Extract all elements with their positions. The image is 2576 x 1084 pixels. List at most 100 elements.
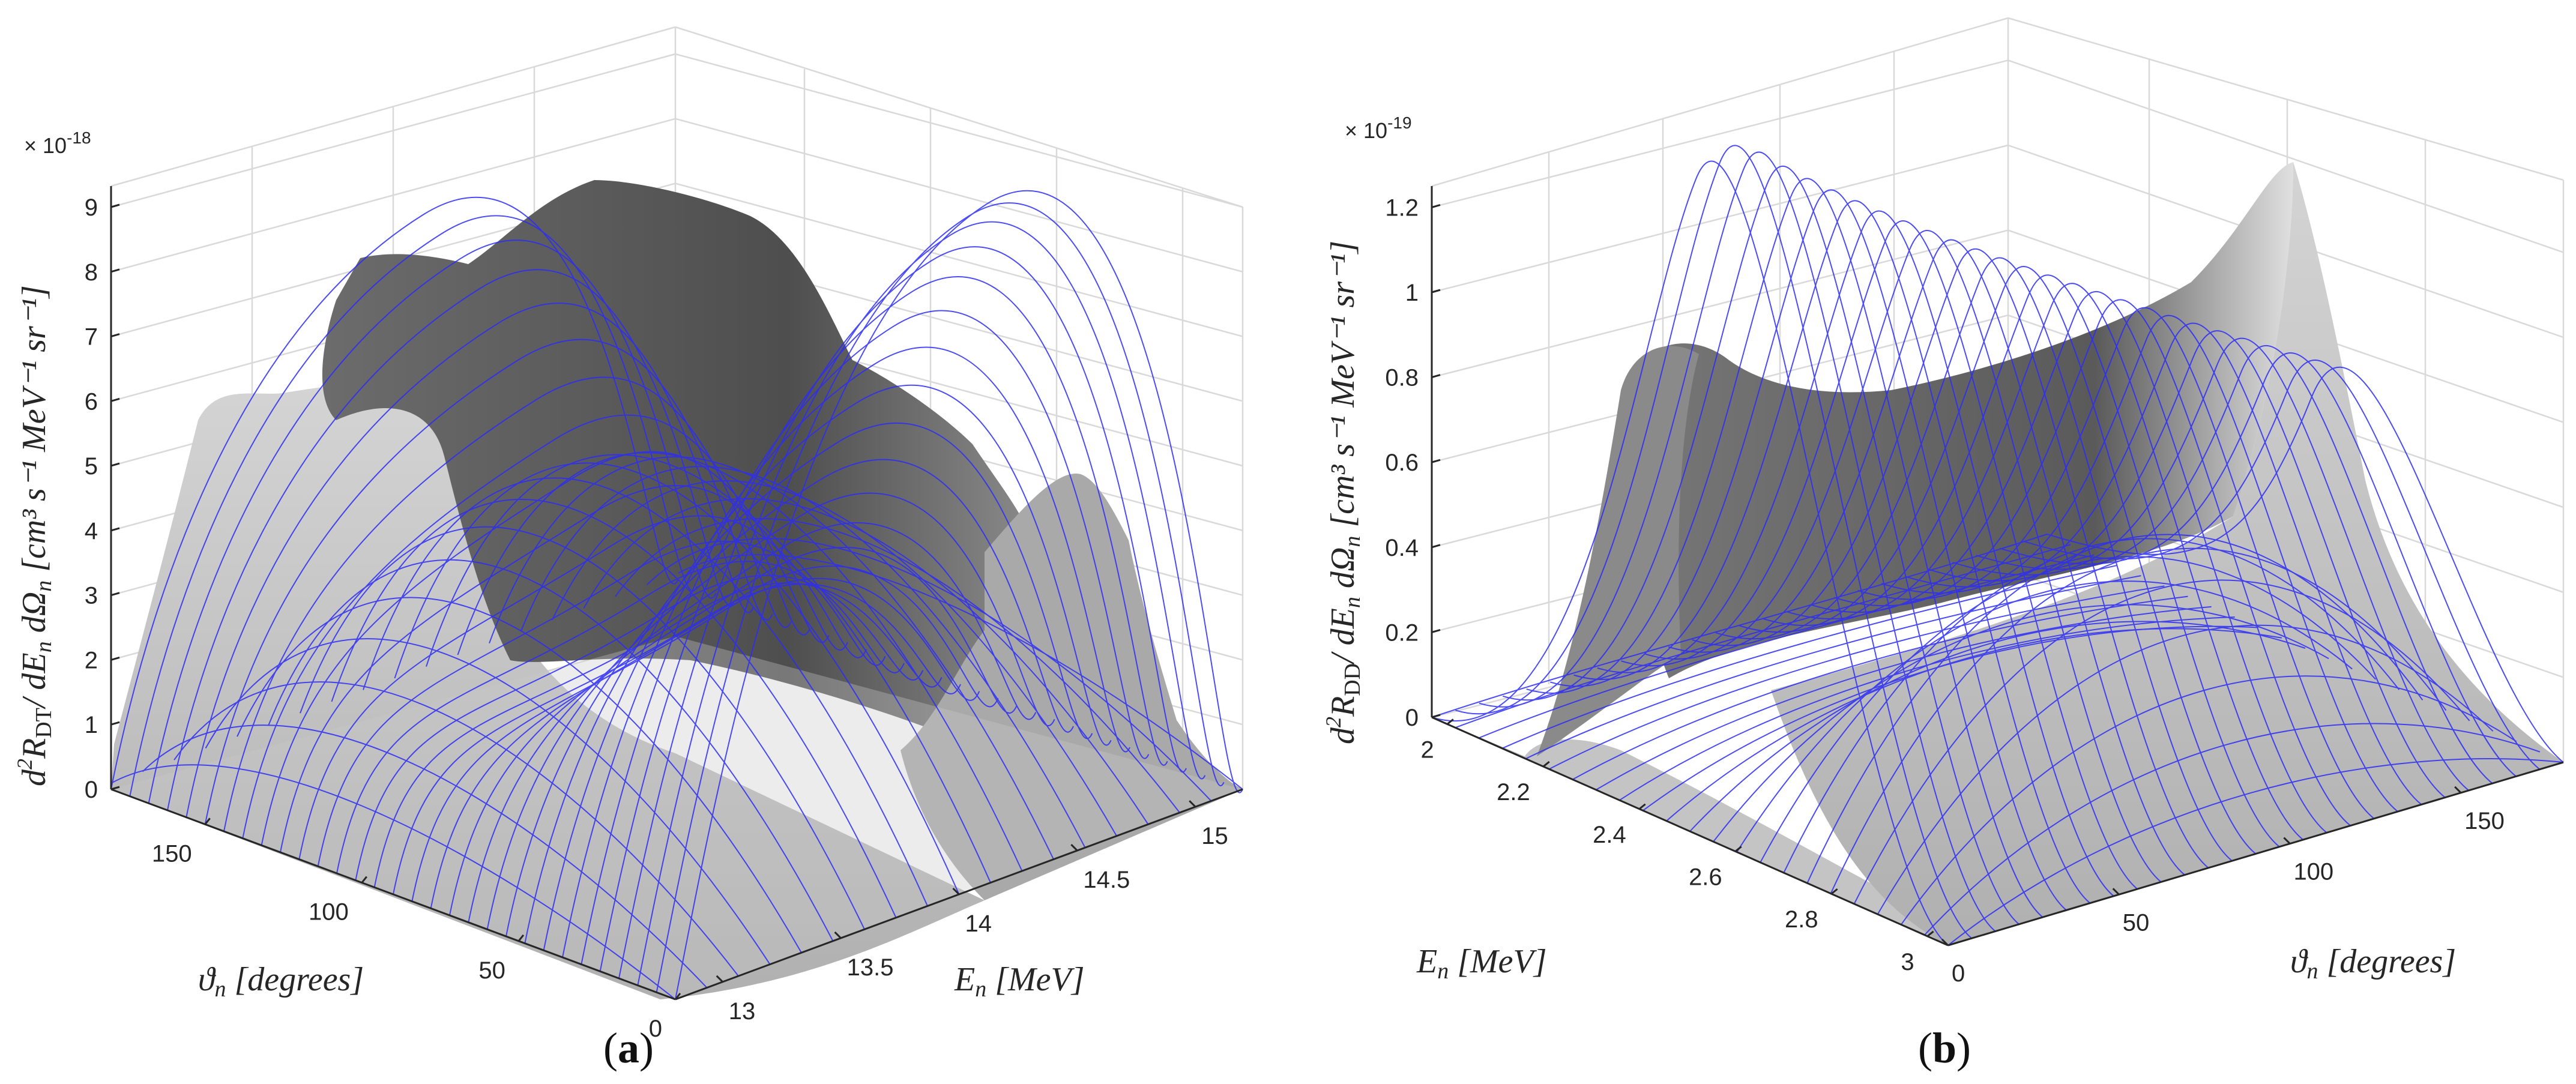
panel-b-theta-tick-mark bbox=[2112, 888, 2120, 896]
panel-a-z-tick-label: 4 bbox=[85, 518, 98, 544]
panel-a-mesh-line bbox=[520, 466, 1086, 848]
panel-a-mesh-line bbox=[394, 462, 960, 895]
panel-a-energy-label: En [MeV] bbox=[954, 961, 1085, 1002]
panel-b-mesh-line bbox=[1857, 307, 2375, 819]
panel-b-z-tick-mark bbox=[1431, 289, 1441, 294]
panel-b-mesh-line bbox=[1431, 534, 2048, 718]
panel-a-z-tick-mark bbox=[110, 333, 120, 337]
panel-a-theta-tick-mark bbox=[674, 993, 681, 1000]
panel-b-z-tick-mark bbox=[1431, 459, 1441, 463]
panel-b-energy-tick-mark bbox=[1542, 760, 1550, 768]
panel-a-mesh-line bbox=[393, 583, 961, 895]
panel-b-energy-tick-label: 2.2 bbox=[1497, 779, 1530, 805]
panel-b-energy-ticks: 2 2.2 2.4 2.6 2.8 3 bbox=[1421, 718, 1934, 975]
panel-a-z-tick-label: 2 bbox=[85, 647, 98, 673]
panel-a-mesh-line bbox=[615, 518, 1180, 813]
panel-a-mesh-line bbox=[261, 451, 830, 846]
panel-a-mesh-line bbox=[298, 515, 867, 860]
panel-b-z-tick-label: 0.8 bbox=[1385, 365, 1419, 391]
panel-a-z-tick-label: 6 bbox=[85, 388, 98, 415]
panel-a-mesh-line bbox=[237, 597, 802, 953]
panel-b-mesh-line bbox=[1833, 299, 2351, 827]
panel-a-z-tick-label: 0 bbox=[85, 777, 98, 803]
panel-a-mesh-line bbox=[637, 221, 1206, 986]
panel-a-mesh-line bbox=[524, 422, 1093, 944]
panel-b-theta-tick-label: 100 bbox=[2293, 859, 2333, 885]
panel-b-z-tick-label: 0.2 bbox=[1385, 619, 1419, 646]
panel-b-z-tick-mark bbox=[1431, 203, 1441, 208]
panel-a-mesh-line bbox=[280, 485, 848, 853]
panel-b-mesh-line bbox=[1526, 178, 2044, 918]
panel-b-mesh-line bbox=[1479, 151, 1996, 932]
panel-a-wall-level bbox=[675, 118, 1243, 273]
panel-b-energy-tick-label: 2.6 bbox=[1689, 864, 1722, 890]
panel-a-mesh-line bbox=[363, 477, 928, 906]
panel-b-energy-tick-label: 2 bbox=[1421, 736, 1434, 763]
panel-b-mesh-line bbox=[1668, 239, 2185, 876]
panel-a-energy-tick-label: 14.5 bbox=[1083, 867, 1130, 893]
panel-a-mesh-line bbox=[300, 526, 865, 930]
panel-b-mesh-line bbox=[1806, 534, 2424, 884]
panel-a-z-tick-label: 8 bbox=[85, 259, 98, 286]
panel-a-mesh-line bbox=[562, 346, 1130, 958]
panel-b-mesh-line bbox=[1525, 575, 2141, 759]
panel-b-wall-level bbox=[1431, 229, 2009, 378]
panel-a-mesh-line bbox=[675, 190, 1243, 1000]
panel-b-z-tick-label: 1 bbox=[1405, 280, 1419, 306]
panel-b-energy-label: En [MeV] bbox=[1416, 943, 1547, 984]
panel-a-mesh-line bbox=[242, 414, 811, 839]
panel-a-z-tick-label: 5 bbox=[85, 453, 98, 480]
panel-a-mesh-line bbox=[646, 538, 1212, 802]
panel-a-label: (a) bbox=[603, 1024, 654, 1072]
panel-a-theta-tick-label: 0 bbox=[649, 1016, 662, 1042]
panel-b-mesh-line bbox=[1924, 723, 2541, 936]
panel-b-mesh-line bbox=[1644, 230, 2162, 883]
panel-b-theta-tick-label: 0 bbox=[1952, 960, 1965, 987]
panel-a-energy-tick-mark bbox=[1189, 800, 1196, 808]
panel-a-z-tick-mark bbox=[110, 527, 120, 532]
panel-a-theta-tick-label: 50 bbox=[478, 957, 505, 984]
panel-b-wall-level bbox=[2007, 59, 2564, 253]
panel-a-energy-tick-mark bbox=[952, 887, 960, 896]
panel-a-energy-tick-mark bbox=[834, 931, 842, 939]
panel-a-energy-tick-mark bbox=[716, 975, 723, 983]
panel-a-theta-tick-label: 150 bbox=[152, 840, 192, 867]
panel-a-z-tick-label: 3 bbox=[85, 583, 98, 609]
panel-b-mesh-line bbox=[1739, 266, 2257, 855]
panel-b-z-tick-label: 1.2 bbox=[1385, 194, 1419, 221]
panel-a-mesh-line bbox=[317, 540, 886, 867]
panel-b-mesh-line bbox=[1715, 257, 2233, 862]
panel-b-energy-tick-mark bbox=[1446, 718, 1454, 725]
panel-b-energy-tick-mark bbox=[1638, 803, 1646, 810]
panel-b-mesh-line bbox=[1573, 200, 2091, 904]
panel-a-z-tick-mark bbox=[110, 397, 120, 402]
panel-a-z-tick-mark bbox=[110, 786, 120, 790]
panel-b-energy-tick-label: 2.8 bbox=[1785, 906, 1818, 933]
panel-b-mesh-line bbox=[1853, 579, 2470, 905]
panel-b-mesh-line bbox=[1572, 595, 2188, 780]
panel-a-theta-tick-mark bbox=[361, 876, 367, 884]
panel-b-mesh-line bbox=[1548, 585, 2165, 770]
panel-a-energy-tick-label: 13.5 bbox=[847, 954, 894, 981]
panel-a-mesh-line bbox=[167, 269, 735, 811]
panel-a-theta-tick-label: 100 bbox=[309, 899, 349, 926]
panel-b-z-tick-mark bbox=[1431, 714, 1441, 718]
panel-b-exponent: × 10-19 bbox=[1345, 113, 1412, 143]
panel-a-mesh-line bbox=[426, 454, 991, 883]
panel-b-theta-tick-mark bbox=[2283, 837, 2291, 845]
panel-a-mesh-line bbox=[656, 202, 1225, 993]
panel-a-mesh-line bbox=[148, 239, 717, 804]
panel-b-mesh-line bbox=[1881, 315, 2398, 812]
panel-a-mesh-line bbox=[581, 310, 1150, 965]
panel-a-z-tick-label: 9 bbox=[85, 194, 98, 221]
panel-a-energy-tick-label: 15 bbox=[1201, 823, 1228, 849]
panel-b-mesh-line bbox=[1763, 274, 2280, 848]
panel-a-energy-ticks: 13 13.5 14 14.5 15 bbox=[716, 800, 1228, 1025]
panel-a-wall-level bbox=[675, 182, 1243, 337]
panel-a-surface bbox=[110, 180, 1243, 1000]
panel-a-mesh-line bbox=[543, 384, 1112, 951]
panel-b-z-tick-mark bbox=[1431, 374, 1441, 379]
panel-b-mesh-line bbox=[1689, 621, 2306, 832]
panel-a-z-tick-mark bbox=[110, 592, 120, 597]
